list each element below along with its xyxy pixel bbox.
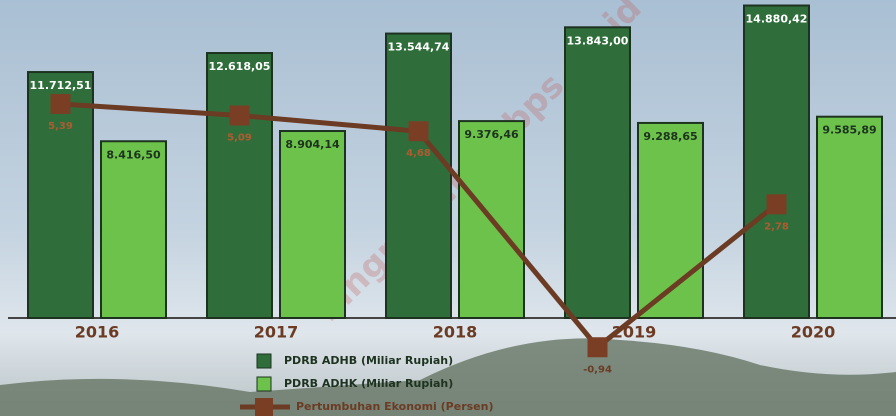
x-tick-label: 2018 [433,323,478,342]
legend-label: PDRB ADHK (Miliar Rupiah) [284,377,453,390]
line-value-label: 5,39 [48,121,73,132]
bar-value-label: 9.585,89 [822,124,876,137]
bar-value-label: 12.618,05 [209,60,271,73]
bar [279,130,346,319]
bar-value-label: 9.376,46 [464,128,519,141]
bar-value-label: 13.544,74 [388,41,450,54]
line-marker [587,337,608,358]
bar [743,4,810,320]
bar-value-label: 13.843,00 [567,34,629,47]
line-marker [50,93,71,114]
bar [564,26,631,320]
bar-value-label: 8.416,50 [106,148,161,161]
legend-swatch [255,398,273,416]
bar [458,120,525,319]
bar-value-label: 9.288,65 [643,130,697,143]
x-tick-label: 2017 [254,323,299,342]
line-value-label: 5,09 [227,132,252,143]
bar [206,52,273,320]
legend-label: Pertumbuhan Ekonomi (Persen) [296,400,494,413]
legend-swatch [256,376,272,392]
line-marker [766,194,787,215]
bar [100,140,167,319]
mountains [0,338,896,416]
x-tick-label: 2020 [791,323,836,342]
line-value-label: 2,78 [764,221,789,232]
line-marker [229,105,250,126]
bar [637,121,704,319]
line-marker [408,121,429,142]
legend-label: PDRB ADHB (Miliar Rupiah) [284,354,453,367]
x-tick-label: 2016 [75,323,120,342]
bar [816,115,883,320]
bar-value-label: 14.880,42 [746,13,808,26]
bar-value-label: 11.712,51 [30,79,92,92]
line-value-label: -0,94 [583,364,612,375]
line-value-label: 4,68 [406,148,431,159]
bar-value-label: 8.904,14 [285,138,340,151]
bar [385,32,452,320]
legend-swatch [256,353,272,369]
